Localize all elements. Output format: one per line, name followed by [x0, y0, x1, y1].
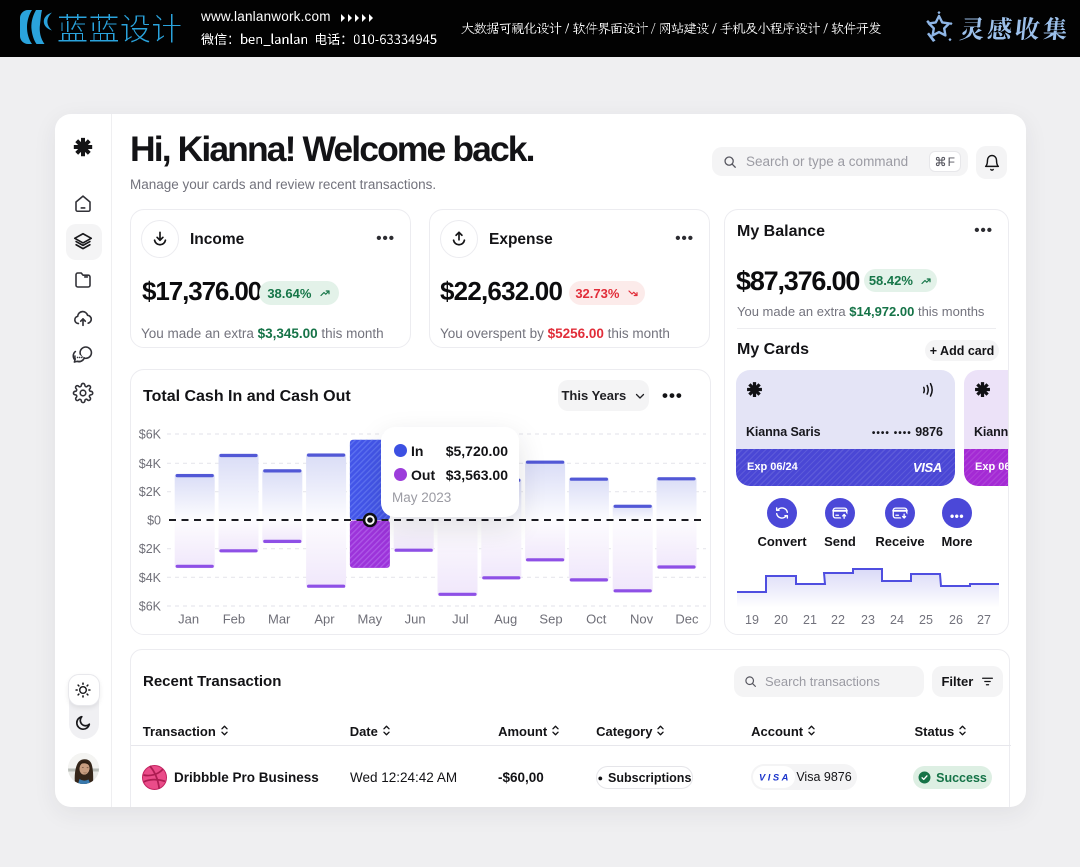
svg-text:27: 27 — [977, 613, 991, 627]
svg-text:23: 23 — [861, 613, 875, 627]
svg-text:Oct: Oct — [586, 612, 607, 627]
svg-text:$6K: $6K — [139, 600, 162, 614]
svg-text:Jun: Jun — [405, 612, 426, 627]
svg-text:22: 22 — [831, 613, 845, 627]
svg-text:Nov: Nov — [630, 612, 654, 627]
svg-text:Apr: Apr — [314, 612, 335, 627]
svg-text:Aug: Aug — [494, 612, 517, 627]
svg-text:Jan: Jan — [178, 612, 199, 627]
svg-text:$4K: $4K — [139, 571, 162, 585]
svg-text:$4K: $4K — [139, 457, 162, 471]
svg-text:20: 20 — [774, 613, 788, 627]
svg-text:$2K: $2K — [139, 485, 162, 499]
svg-text:24: 24 — [890, 613, 904, 627]
svg-text:$2K: $2K — [139, 542, 162, 556]
svg-text:Dec: Dec — [675, 612, 699, 627]
svg-text:19: 19 — [745, 613, 759, 627]
svg-text:21: 21 — [803, 613, 817, 627]
svg-text:May: May — [358, 612, 383, 627]
svg-text:$6K: $6K — [139, 428, 162, 442]
svg-text:$0: $0 — [147, 514, 161, 528]
svg-text:Mar: Mar — [268, 612, 291, 627]
svg-text:Jul: Jul — [452, 612, 469, 627]
svg-text:VISA: VISA — [759, 772, 789, 782]
svg-text:26: 26 — [949, 613, 963, 627]
svg-text:Sep: Sep — [539, 612, 562, 627]
svg-text:Feb: Feb — [223, 612, 245, 627]
svg-text:25: 25 — [919, 613, 933, 627]
